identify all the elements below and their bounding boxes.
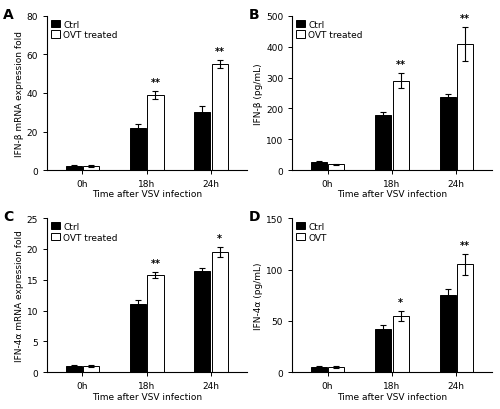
Bar bbox=[457, 45, 473, 171]
Text: **: ** bbox=[460, 240, 470, 251]
Text: D: D bbox=[248, 209, 260, 223]
Bar bbox=[66, 366, 82, 372]
Bar bbox=[194, 113, 210, 171]
Bar bbox=[83, 366, 99, 372]
Text: **: ** bbox=[396, 60, 406, 70]
Bar bbox=[212, 65, 228, 171]
Y-axis label: IFN-4α mRNA expression fold: IFN-4α mRNA expression fold bbox=[15, 230, 24, 361]
Bar bbox=[194, 271, 210, 372]
Bar bbox=[328, 367, 344, 372]
Y-axis label: IFN-4α (pg/mL): IFN-4α (pg/mL) bbox=[254, 262, 263, 329]
Bar bbox=[83, 167, 99, 171]
Bar bbox=[328, 165, 344, 171]
Bar bbox=[457, 265, 473, 372]
Text: **: ** bbox=[150, 78, 160, 88]
Bar bbox=[212, 252, 228, 372]
X-axis label: Time after VSV infection: Time after VSV infection bbox=[92, 392, 202, 401]
Text: B: B bbox=[248, 8, 259, 22]
Text: **: ** bbox=[460, 14, 470, 24]
Y-axis label: IFN-β (pg/mL): IFN-β (pg/mL) bbox=[254, 63, 263, 124]
Bar bbox=[440, 295, 456, 372]
Legend: Ctrl, OVT: Ctrl, OVT bbox=[294, 220, 328, 244]
X-axis label: Time after VSV infection: Time after VSV infection bbox=[337, 392, 447, 401]
Legend: Ctrl, OVT treated: Ctrl, OVT treated bbox=[49, 19, 120, 42]
Bar bbox=[148, 275, 164, 372]
Y-axis label: IFN-β mRNA expression fold: IFN-β mRNA expression fold bbox=[15, 31, 24, 157]
Text: C: C bbox=[3, 209, 13, 223]
Bar bbox=[311, 163, 327, 171]
Bar bbox=[375, 329, 392, 372]
Legend: Ctrl, OVT treated: Ctrl, OVT treated bbox=[49, 220, 120, 244]
Bar bbox=[130, 128, 146, 171]
Bar bbox=[66, 167, 82, 171]
Bar bbox=[311, 367, 327, 372]
Bar bbox=[375, 115, 392, 171]
Bar bbox=[130, 305, 146, 372]
Bar bbox=[392, 316, 408, 372]
Bar bbox=[440, 97, 456, 171]
Text: A: A bbox=[3, 8, 14, 22]
Legend: Ctrl, OVT treated: Ctrl, OVT treated bbox=[294, 19, 365, 42]
Bar bbox=[392, 81, 408, 171]
Text: **: ** bbox=[215, 47, 225, 57]
Bar bbox=[148, 96, 164, 171]
Text: **: ** bbox=[150, 258, 160, 268]
X-axis label: Time after VSV infection: Time after VSV infection bbox=[92, 190, 202, 199]
Text: *: * bbox=[218, 234, 222, 244]
X-axis label: Time after VSV infection: Time after VSV infection bbox=[337, 190, 447, 199]
Text: *: * bbox=[398, 297, 403, 307]
